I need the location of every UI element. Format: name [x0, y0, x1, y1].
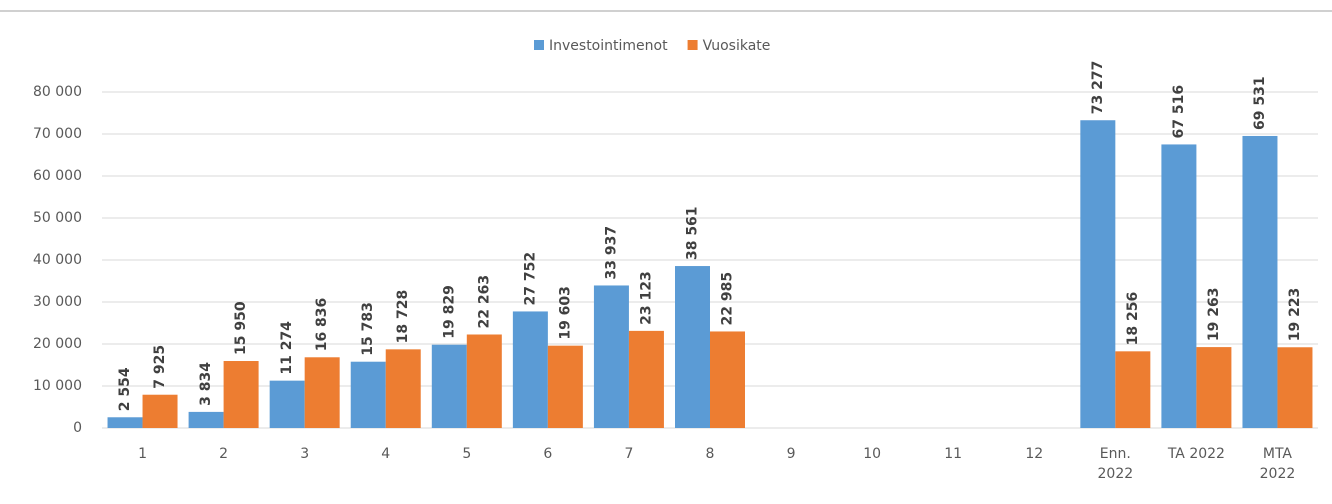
data-label: 73 277: [1090, 61, 1106, 115]
legend-label: Investointimenot: [549, 38, 668, 54]
x-tick-label: Enn. 2022: [1097, 446, 1134, 482]
bar: [1115, 351, 1151, 428]
x-tick-label: 3: [300, 446, 310, 462]
data-label: 16 836: [314, 298, 330, 352]
bar: [223, 361, 259, 428]
data-label: 15 950: [233, 301, 249, 355]
bar: [1242, 135, 1278, 429]
data-label: 69 531: [1252, 76, 1268, 130]
y-tick-label: 0: [73, 420, 82, 436]
data-label: 38 561: [685, 206, 701, 260]
data-label: 67 516: [1171, 85, 1187, 139]
bar: [431, 344, 467, 428]
bar: [547, 345, 583, 428]
data-label: 18 728: [395, 290, 411, 344]
bar: [385, 349, 421, 428]
legend-swatch: [534, 40, 544, 50]
bar: [269, 380, 305, 428]
y-tick-label: 20 000: [33, 336, 82, 352]
x-tick-label: 8: [705, 446, 715, 462]
data-label: 3 834: [198, 362, 214, 406]
x-tick-label: 6: [543, 446, 553, 462]
data-label: 19 603: [557, 286, 573, 340]
bar: [1080, 120, 1116, 428]
y-tick-label: 30 000: [33, 294, 82, 310]
data-label: 7 925: [152, 345, 168, 389]
bar: [593, 285, 629, 428]
bar: [466, 334, 502, 428]
bar: [188, 411, 224, 428]
y-tick-label: 40 000: [33, 252, 82, 268]
y-tick-label: 70 000: [33, 126, 82, 142]
bar: [512, 311, 548, 428]
bar: [1161, 144, 1197, 428]
x-tick-label: MTA 2022: [1259, 446, 1296, 482]
x-tick-label: 12: [1025, 446, 1044, 462]
data-label: 18 256: [1125, 292, 1141, 346]
bar: [350, 361, 386, 428]
bar: [107, 417, 143, 428]
x-tick-label: 5: [462, 446, 472, 462]
bar: [1277, 347, 1313, 428]
data-label: 22 263: [476, 275, 492, 329]
y-tick-label: 60 000: [33, 168, 82, 184]
bar: [675, 266, 710, 428]
bar: [1196, 347, 1232, 428]
data-label: 2 554: [117, 367, 133, 411]
bar: [142, 394, 178, 428]
x-tick-label: 4: [381, 446, 391, 462]
x-tick-label: 9: [786, 446, 796, 462]
legend-label: Vuosikate: [703, 38, 771, 54]
y-tick-label: 50 000: [33, 210, 82, 226]
x-tick-label: 10: [863, 446, 882, 462]
y-tick-label: 10 000: [33, 378, 82, 394]
data-label: 19 223: [1287, 288, 1303, 342]
x-tick-label: TA 2022: [1167, 446, 1225, 462]
data-label: 15 783: [360, 302, 376, 356]
bar: [710, 331, 745, 428]
data-label: 22 985: [720, 272, 736, 326]
x-tick-label: 7: [624, 446, 634, 462]
data-label: 23 123: [638, 271, 654, 325]
data-label: 19 829: [441, 285, 457, 339]
bar: [628, 330, 664, 428]
y-tick-label: 80 000: [33, 84, 82, 100]
bar: [304, 357, 340, 428]
x-tick-label: 2: [219, 446, 229, 462]
x-tick-label: 11: [944, 446, 963, 462]
data-label: 27 752: [522, 252, 538, 306]
data-label: 33 937: [603, 226, 619, 280]
x-tick-label: 1: [138, 446, 147, 462]
data-label: 19 263: [1206, 288, 1222, 342]
data-label: 11 274: [279, 321, 295, 375]
legend-swatch: [687, 40, 698, 50]
